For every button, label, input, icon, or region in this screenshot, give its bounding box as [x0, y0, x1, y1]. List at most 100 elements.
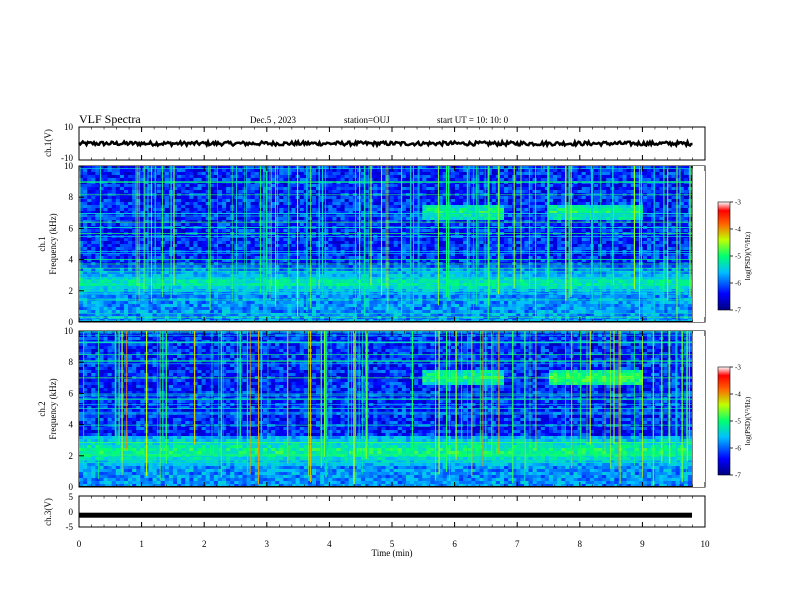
- spectrogram-cell: [107, 211, 112, 215]
- spectrogram-cell: [401, 259, 407, 263]
- spectrogram-cell: [557, 166, 562, 170]
- spectrogram-cell: [348, 244, 354, 248]
- spectrogram-cell: [540, 259, 546, 263]
- spectrogram-cell: [598, 169, 603, 173]
- spectrogram-cell: [177, 259, 182, 263]
- spectrogram-cell: [397, 205, 403, 209]
- spectrogram-cell: [524, 220, 529, 224]
- spectrogram-cell: [119, 220, 125, 224]
- spectrogram-cell: [540, 178, 546, 182]
- spectrogram-cell: [128, 184, 133, 188]
- spectrogram-cell: [463, 178, 468, 182]
- spectrogram-cell: [381, 244, 386, 248]
- spectrogram-cell: [573, 220, 578, 224]
- spectrogram-cell: [393, 241, 399, 245]
- spectrogram-cell: [164, 172, 170, 176]
- spectrogram-cell: [311, 241, 317, 245]
- spectrogram-cell: [430, 187, 435, 191]
- spectrogram-cell: [107, 175, 112, 179]
- spectrogram-cell: [185, 196, 190, 200]
- spectrogram-cell: [618, 175, 623, 179]
- spectrogram-cell: [683, 169, 689, 173]
- spectrogram-cell: [95, 172, 100, 176]
- spectrogram-cell: [426, 172, 431, 176]
- spectrogram-cell: [181, 247, 186, 251]
- spectrogram-cell: [201, 220, 206, 224]
- spectrogram-cell: [454, 247, 460, 251]
- spectrogram-cell: [217, 244, 223, 248]
- spectrogram-cell: [532, 253, 538, 257]
- spectrogram-cell: [479, 169, 484, 173]
- spectrogram-cell: [499, 259, 505, 263]
- spectrogram-cell: [434, 187, 439, 191]
- spectrogram-cell: [177, 178, 182, 182]
- spectrogram-cell: [365, 205, 370, 209]
- spectrogram-cell: [119, 169, 125, 173]
- spectrogram-cell: [103, 178, 108, 182]
- spectrogram-cell: [172, 265, 178, 269]
- spectrogram-cell: [528, 229, 533, 233]
- spectrogram-cell: [483, 220, 488, 224]
- spectrogram-cell: [148, 190, 153, 194]
- spectrogram-cell: [144, 211, 149, 215]
- spectrogram-cell: [414, 211, 419, 215]
- spectrogram-cell: [450, 244, 456, 248]
- spectrogram-cell: [103, 205, 108, 209]
- spectrogram-cell: [287, 256, 292, 260]
- spectrogram-cell: [626, 223, 631, 227]
- spectrogram-cell: [463, 202, 468, 206]
- spectrogram-cell: [565, 238, 570, 242]
- spectrogram-cell: [434, 178, 439, 182]
- spectrogram-cell: [279, 238, 284, 242]
- spectrogram-cell: [279, 205, 284, 209]
- spectrogram-cell: [107, 196, 112, 200]
- spectrogram-cell: [434, 229, 439, 233]
- spectrogram-cell: [283, 175, 288, 179]
- spectrogram-cell: [593, 244, 599, 248]
- spectrogram-cell: [344, 244, 350, 248]
- spectrogram-cell: [434, 238, 439, 242]
- spectrogram-cell: [532, 244, 538, 248]
- spectrogram-cell: [79, 229, 84, 233]
- spectrogram-cell: [565, 208, 570, 212]
- spectrogram-cell: [418, 172, 423, 176]
- spectrogram-cell: [663, 190, 668, 194]
- spectrogram-cell: [123, 196, 129, 200]
- spectrogram-cell: [172, 208, 178, 212]
- spectrogram-cell: [634, 196, 640, 200]
- spectrogram-cell: [250, 178, 256, 182]
- spectrogram-cell: [99, 256, 104, 260]
- spectrogram-cell: [303, 169, 309, 173]
- spectrogram-cell: [483, 199, 488, 203]
- spectrogram-cell: [508, 184, 513, 188]
- spectrogram-cell: [144, 166, 149, 170]
- spectrogram-cell: [389, 247, 394, 251]
- spectrogram-cell: [185, 199, 190, 203]
- spectrogram-cell: [79, 256, 84, 260]
- spectrogram-cell: [630, 184, 636, 188]
- spectrogram-cell: [311, 220, 317, 224]
- spectrogram-cell: [565, 196, 570, 200]
- spectrogram-cell: [463, 229, 468, 233]
- spectrogram-cell: [148, 229, 153, 233]
- spectrogram-cell: [581, 211, 587, 215]
- spectrogram-cell: [181, 244, 186, 248]
- spectrogram-cell: [671, 244, 676, 248]
- spectrogram-cell: [442, 190, 448, 194]
- spectrogram-cell: [540, 208, 546, 212]
- spectrogram-cell: [91, 211, 96, 215]
- spectrogram-cell: [107, 238, 112, 242]
- spectrogram-cell: [434, 223, 439, 227]
- spectrogram-cell: [156, 244, 162, 248]
- spectrogram-cell: [548, 178, 554, 182]
- spectrogram-cell: [336, 217, 341, 221]
- spectrogram-cell: [450, 184, 456, 188]
- spectrogram-cell: [491, 247, 497, 251]
- spectrogram-cell: [675, 166, 681, 170]
- spectrogram-cell: [426, 175, 431, 179]
- spectrogram-cell: [287, 175, 292, 179]
- spectrogram-cell: [209, 253, 215, 257]
- spectrogram-cell: [459, 172, 464, 176]
- spectrogram-cell: [140, 256, 145, 260]
- spectrogram-cell: [544, 217, 550, 221]
